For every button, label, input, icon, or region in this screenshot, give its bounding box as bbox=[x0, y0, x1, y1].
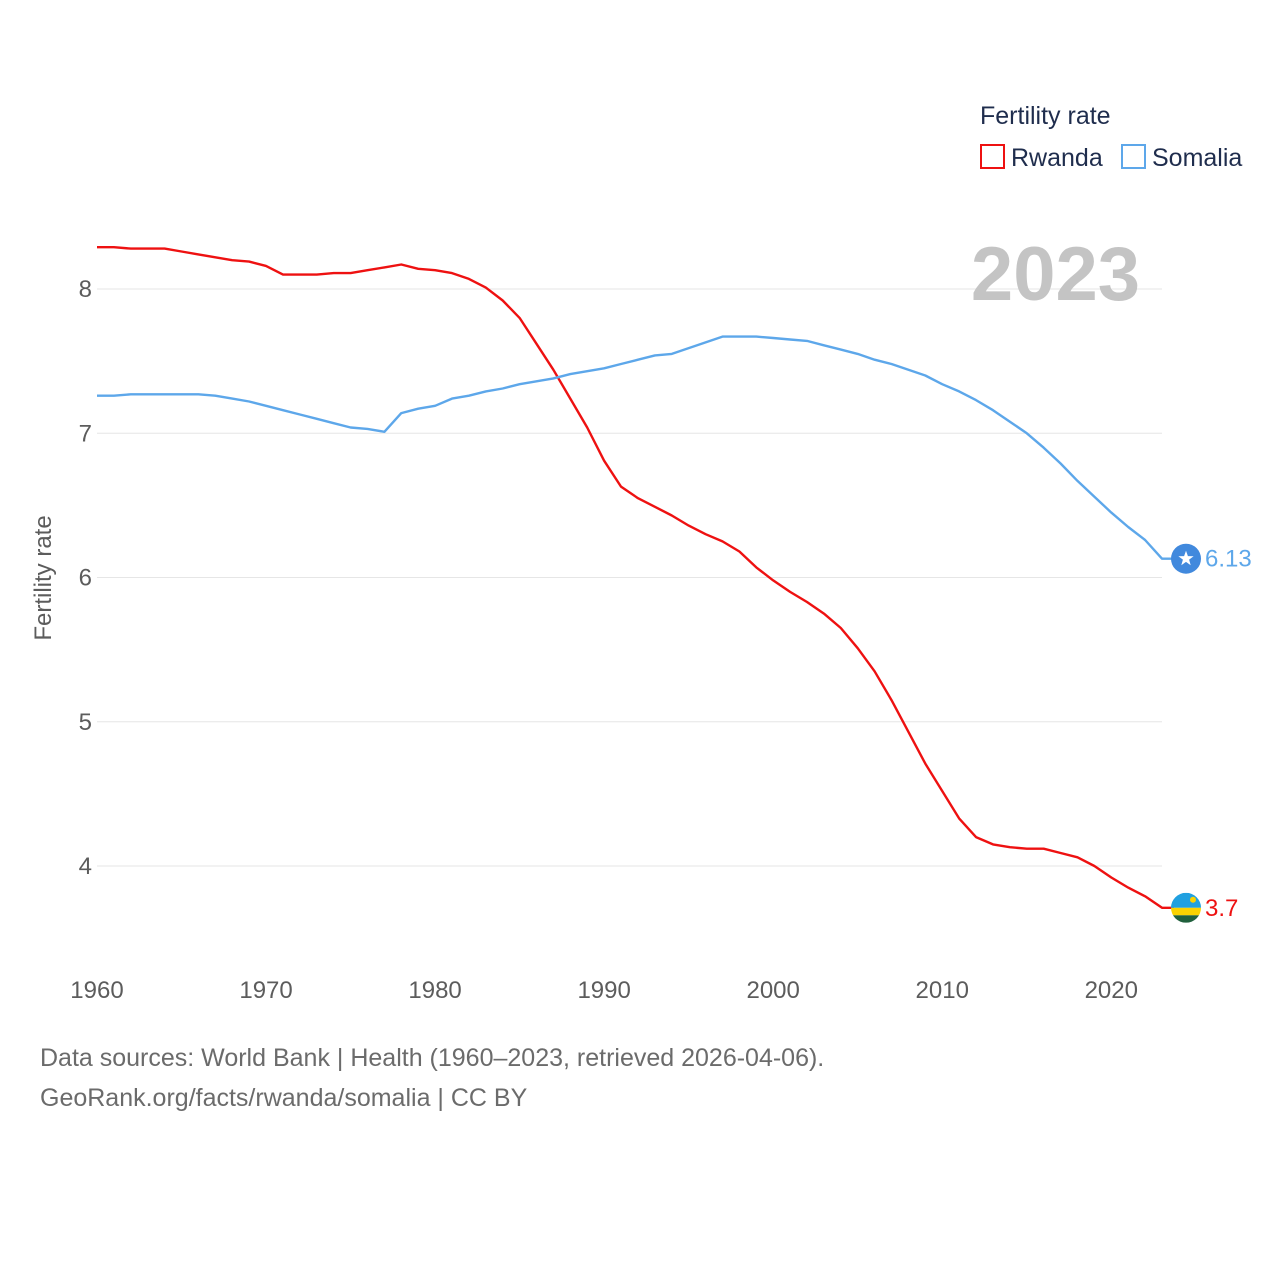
x-tick-label: 1960 bbox=[70, 977, 123, 1004]
star-icon bbox=[1178, 550, 1194, 566]
rwanda-flag-icon bbox=[1171, 892, 1201, 923]
x-axis-ticks: 1960 1970 1980 1990 2000 2010 2020 bbox=[70, 977, 1138, 1004]
legend-label-somalia: Somalia bbox=[1152, 144, 1242, 172]
series-line-somalia bbox=[97, 335, 1174, 560]
legend-swatch-rwanda bbox=[980, 144, 1005, 169]
x-tick-label: 1980 bbox=[408, 977, 461, 1004]
y-axis-ticks: 4 5 6 7 8 bbox=[79, 276, 92, 880]
series-line-rwanda bbox=[97, 245, 1174, 909]
series-lines bbox=[97, 245, 1174, 909]
legend-item-rwanda[interactable]: Rwanda bbox=[980, 144, 1103, 172]
gridlines bbox=[97, 288, 1162, 867]
end-value-label-somalia: 6.13 bbox=[1205, 546, 1252, 573]
end-value-label-rwanda: 3.7 bbox=[1205, 895, 1238, 922]
y-tick-label: 6 bbox=[79, 565, 92, 592]
legend-title: Fertility rate bbox=[980, 102, 1111, 130]
x-tick-label: 2010 bbox=[916, 977, 969, 1004]
source-link[interactable]: GeoRank.org/facts/rwanda/somalia | CC BY bbox=[40, 1084, 528, 1112]
y-tick-label: 5 bbox=[79, 709, 92, 736]
legend-item-somalia[interactable]: Somalia bbox=[1121, 144, 1242, 172]
somalia-flag-icon bbox=[1171, 543, 1201, 574]
y-tick-label: 4 bbox=[79, 853, 92, 880]
y-tick-label: 8 bbox=[79, 276, 92, 303]
x-tick-label: 1990 bbox=[577, 977, 630, 1004]
x-tick-label: 2000 bbox=[746, 977, 799, 1004]
y-axis-title: Fertility rate bbox=[30, 515, 57, 640]
source-attribution: Data sources: World Bank | Health (1960–… bbox=[40, 1044, 825, 1072]
current-year-label: 2023 bbox=[971, 232, 1140, 317]
legend-label-rwanda: Rwanda bbox=[1011, 144, 1103, 172]
x-tick-label: 2020 bbox=[1085, 977, 1138, 1004]
x-tick-label: 1970 bbox=[239, 977, 292, 1004]
legend-swatch-somalia bbox=[1121, 144, 1146, 169]
y-tick-label: 7 bbox=[79, 420, 92, 447]
legend: Fertility rate Rwanda Somalia bbox=[980, 102, 1242, 172]
